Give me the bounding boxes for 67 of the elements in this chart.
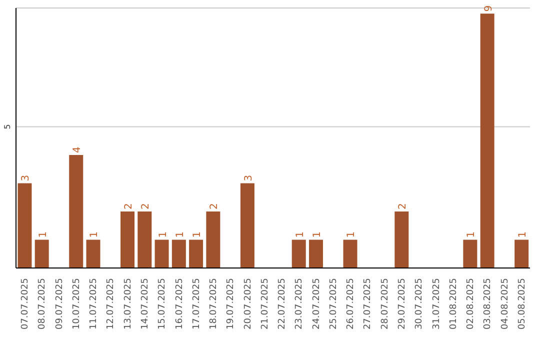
bar bbox=[34, 240, 49, 268]
data-label: 9 bbox=[483, 5, 494, 12]
data-label: 3 bbox=[243, 174, 254, 182]
x-tick-label: 03.08.2025 bbox=[483, 278, 494, 330]
x-tick-label: 11.07.2025 bbox=[89, 278, 100, 330]
x-tick-label: 16.07.2025 bbox=[174, 278, 185, 330]
y-tick-label: 5 bbox=[3, 124, 12, 130]
x-tick-label: 19.07.2025 bbox=[226, 278, 236, 330]
x-tick-label: 02.08.2025 bbox=[466, 278, 476, 330]
bar bbox=[308, 240, 323, 268]
x-tick-label: 14.07.2025 bbox=[140, 278, 150, 330]
data-label: 2 bbox=[209, 203, 220, 210]
data-label: 1 bbox=[158, 231, 169, 238]
bar bbox=[86, 240, 100, 268]
x-tick-label: 01.08.2025 bbox=[448, 278, 459, 330]
data-label: 1 bbox=[89, 231, 100, 238]
data-label: 2 bbox=[140, 203, 152, 210]
bar bbox=[514, 240, 529, 268]
data-label: 4 bbox=[72, 146, 84, 153]
x-tick-label: 17.07.2025 bbox=[192, 278, 202, 330]
data-label: 2 bbox=[398, 203, 409, 210]
x-tick-label: 27.07.2025 bbox=[363, 278, 374, 330]
data-label: 3 bbox=[20, 174, 32, 182]
x-tick-label: 15.07.2025 bbox=[158, 278, 168, 330]
data-label: 1 bbox=[192, 231, 204, 238]
x-tick-label: 28.07.2025 bbox=[380, 278, 390, 330]
x-tick-label: 07.07.2025 bbox=[20, 278, 31, 330]
data-label: 1 bbox=[518, 231, 529, 238]
x-tick-label: 21.07.2025 bbox=[260, 278, 270, 330]
x-tick-label: 12.07.2025 bbox=[106, 278, 116, 330]
data-label: 2 bbox=[124, 203, 135, 210]
bar bbox=[206, 211, 220, 268]
bar bbox=[240, 183, 254, 268]
x-tick-label: 20.07.2025 bbox=[243, 278, 254, 330]
x-tick-label: 08.07.2025 bbox=[38, 278, 48, 330]
x-tick-label: 13.07.2025 bbox=[123, 278, 134, 330]
x-tick-label: 09.07.2025 bbox=[54, 278, 65, 330]
bar bbox=[394, 211, 409, 268]
bar bbox=[120, 211, 135, 268]
data-label: 1 bbox=[466, 231, 478, 238]
x-tick-label: 25.07.2025 bbox=[328, 278, 339, 330]
bar bbox=[480, 14, 494, 268]
x-tick-label: 04.08.2025 bbox=[500, 278, 510, 330]
data-label: 1 bbox=[312, 231, 323, 238]
bar bbox=[463, 240, 478, 268]
data-label: 1 bbox=[174, 231, 186, 238]
bar bbox=[172, 240, 186, 268]
data-label: 1 bbox=[294, 231, 306, 238]
x-tick-label: 29.07.2025 bbox=[398, 278, 408, 330]
data-label: 1 bbox=[38, 231, 49, 238]
bar bbox=[138, 211, 152, 268]
bar bbox=[69, 154, 84, 268]
bar bbox=[343, 240, 358, 268]
x-tick-label: 22.07.2025 bbox=[278, 278, 288, 330]
bar bbox=[18, 183, 32, 268]
x-tick-label: 26.07.2025 bbox=[346, 278, 356, 330]
bar bbox=[189, 240, 204, 268]
x-tick-label: 23.07.2025 bbox=[294, 278, 305, 330]
x-tick-label: 24.07.2025 bbox=[312, 278, 322, 330]
x-tick-label: 05.08.2025 bbox=[517, 278, 528, 330]
bar bbox=[154, 240, 169, 268]
x-tick-label: 10.07.2025 bbox=[72, 278, 82, 330]
bar bbox=[292, 240, 306, 268]
data-label: 1 bbox=[346, 231, 358, 238]
x-tick-label: 18.07.2025 bbox=[209, 278, 220, 330]
x-tick-label: 31.07.2025 bbox=[432, 278, 442, 330]
x-tick-label: 30.07.2025 bbox=[414, 278, 425, 330]
